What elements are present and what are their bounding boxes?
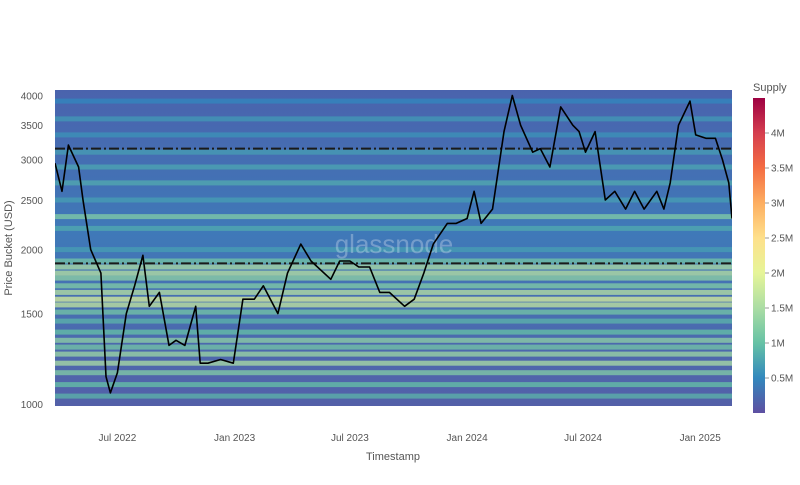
colorbar-tick-label: 0.5M	[771, 374, 793, 385]
supply-bands	[55, 98, 732, 399]
supply-band	[55, 370, 732, 376]
colorbar: Supply 0.5M 1M 1.5M 2M 2.5M 3M 3.5M 4M	[753, 82, 793, 413]
colorbar-ticks: 0.5M 1M 1.5M 2M 2.5M 3M 3.5M 4M	[765, 129, 793, 385]
supply-band	[55, 309, 732, 315]
supply-band	[55, 258, 732, 264]
supply-band	[55, 247, 732, 253]
watermark-text: glassnode	[335, 229, 454, 259]
x-tick-label: Jan 2024	[447, 433, 489, 444]
x-tick-label: Jul 2023	[331, 433, 369, 444]
price-series	[55, 94, 732, 394]
y-tick-label: 2500	[21, 196, 44, 207]
supply-band	[55, 393, 732, 399]
supply-band	[55, 275, 732, 281]
supply-band	[55, 344, 732, 350]
colorbar-tick-label: 2.5M	[771, 234, 793, 245]
y-tick-label: 4000	[21, 92, 44, 103]
watermark: glassnode	[335, 229, 454, 259]
y-tick-label: 2000	[21, 246, 44, 257]
colorbar-tick-label: 3M	[771, 199, 785, 210]
x-tick-label: Jan 2023	[214, 433, 256, 444]
colorbar-tick-label: 1.5M	[771, 304, 793, 315]
supply-band	[55, 329, 732, 335]
y-axis-label: Price Bucket (USD)	[3, 200, 15, 295]
y-tick-label: 1000	[21, 400, 44, 411]
supply-band	[55, 149, 732, 155]
y-axis-ticks: 1000 1500 2000 2500 3000 3500 4000	[21, 92, 44, 411]
y-tick-label: 1500	[21, 310, 44, 321]
supply-band	[55, 360, 732, 366]
supply-band	[55, 296, 732, 302]
supply-band	[55, 302, 732, 308]
colorbar-tick-label: 4M	[771, 129, 785, 140]
supply-band	[55, 283, 732, 289]
x-tick-label: Jul 2024	[564, 433, 602, 444]
supply-band	[55, 289, 732, 295]
price-line	[55, 94, 732, 394]
supply-band	[55, 225, 732, 231]
supply-band	[55, 270, 732, 276]
colorbar-strip	[753, 98, 765, 413]
supply-band	[55, 318, 732, 324]
reference-lines	[55, 147, 732, 265]
supply-band	[55, 214, 732, 220]
x-axis-label: Timestamp	[366, 451, 420, 463]
supply-band	[55, 164, 732, 170]
colorbar-title: Supply	[753, 82, 787, 94]
y-tick-label: 3500	[21, 121, 44, 132]
supply-band	[55, 382, 732, 388]
supply-band	[55, 337, 732, 343]
supply-band	[55, 264, 732, 270]
colorbar-tick-label: 2M	[771, 269, 785, 280]
x-tick-label: Jan 2025	[680, 433, 722, 444]
supply-band	[55, 98, 732, 104]
x-tick-label: Jul 2022	[98, 433, 136, 444]
x-axis-ticks: Jul 2022 Jan 2023 Jul 2023 Jan 2024 Jul 2024…	[98, 433, 721, 444]
y-tick-label: 3000	[21, 156, 44, 167]
supply-band	[55, 116, 732, 122]
supply-band	[55, 132, 732, 138]
colorbar-tick-label: 1M	[771, 339, 785, 350]
supply-band	[55, 180, 732, 186]
supply-band	[55, 197, 732, 203]
colorbar-tick-label: 3.5M	[771, 164, 793, 175]
supply-band	[55, 351, 732, 357]
